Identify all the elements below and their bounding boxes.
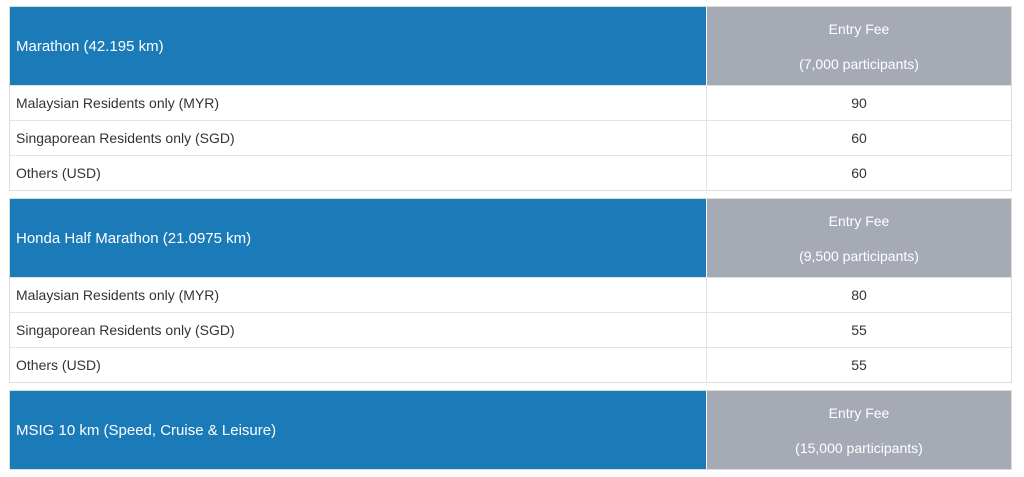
section-title: Marathon (42.195 km) xyxy=(10,7,706,85)
fee-value: 90 xyxy=(706,86,1011,120)
residency-label: Others (USD) xyxy=(16,165,101,181)
participants: (7,000 participants) xyxy=(799,55,919,72)
section-header: MSIG 10 km (Speed, Cruise & Leisure) Entr… xyxy=(10,391,1011,469)
fee-title: Entry Fee xyxy=(828,20,890,37)
fee-section: Honda Half Marathon (21.0975 km) Entry Fe… xyxy=(9,198,1012,383)
fee-row: Malaysian Residents only (MYR) 90 xyxy=(10,85,1011,120)
fee-header: Entry Fee (9,500 participants) xyxy=(706,199,1011,277)
fee-header: Entry Fee (7,000 participants) xyxy=(706,7,1011,85)
fee-header: Entry Fee (15,000 participants) xyxy=(706,391,1011,469)
participants: (9,500 participants) xyxy=(799,247,919,264)
page: Marathon (42.195 km) Entry Fee (7,000 part… xyxy=(9,6,1012,470)
fee-row: Singaporean Residents only (SGD) 60 xyxy=(10,120,1011,155)
fee-value: 55 xyxy=(706,313,1011,347)
fee-section: MSIG 10 km (Speed, Cruise & Leisure) Entr… xyxy=(9,390,1012,470)
residency-label: Malaysian Residents only (MYR) xyxy=(16,287,220,303)
section-header: Marathon (42.195 km) Entry Fee (7,000 part… xyxy=(10,7,1011,85)
fee-value: 60 xyxy=(706,156,1011,190)
residency-label: Malaysian Residents only (MYR) xyxy=(16,95,220,111)
fee-section: Marathon (42.195 km) Entry Fee (7,000 part… xyxy=(9,6,1012,191)
residency-label: Singaporean Residents only (SGD) xyxy=(16,130,235,146)
fee-title: Entry Fee xyxy=(828,212,890,229)
fee-value: 80 xyxy=(706,278,1011,312)
fee-row: Others (USD) 55 xyxy=(10,347,1011,382)
fee-value: 60 xyxy=(706,121,1011,155)
fee-row: Singaporean Residents only (SGD) 55 xyxy=(10,312,1011,347)
section-title: MSIG 10 km (Speed, Cruise & Leisure) xyxy=(10,391,706,469)
residency-label: Others (USD) xyxy=(16,357,101,373)
participants: (15,000 participants) xyxy=(795,439,923,456)
fee-title: Entry Fee xyxy=(828,404,890,421)
fee-row: Others (USD) 60 xyxy=(10,155,1011,190)
section-header: Honda Half Marathon (21.0975 km) Entry Fe… xyxy=(10,199,1011,277)
fee-tables: Marathon (42.195 km) Entry Fee (7,000 part… xyxy=(9,6,1012,477)
fee-row: Malaysian Residents only (MYR) 80 xyxy=(10,277,1011,312)
residency-label: Singaporean Residents only (SGD) xyxy=(16,322,235,338)
fee-value: 55 xyxy=(706,348,1011,382)
section-title: Honda Half Marathon (21.0975 km) xyxy=(10,199,706,277)
